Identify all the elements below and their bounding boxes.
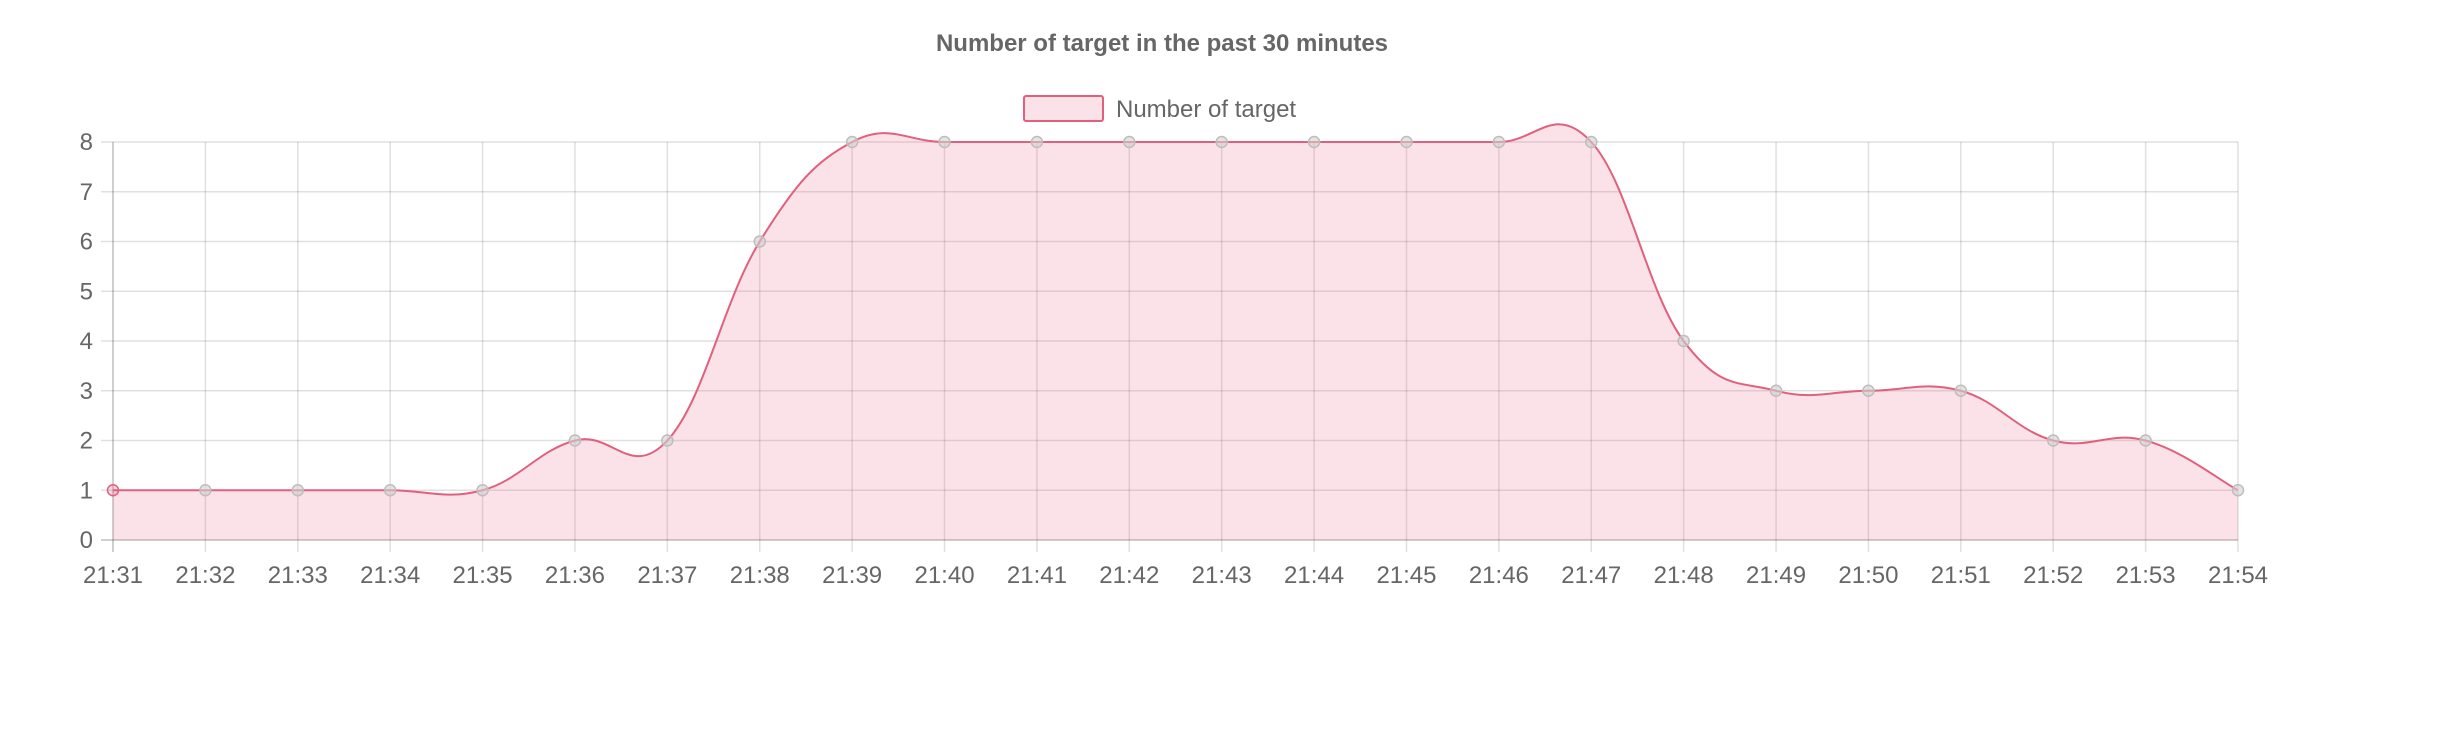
data-point[interactable] <box>1492 135 1506 149</box>
x-tick-label: 21:44 <box>1284 562 1344 589</box>
y-axis: 0 1 2 3 4 5 6 7 8 <box>80 129 93 554</box>
x-tick-label: 21:33 <box>268 562 328 589</box>
x-tick-label: 21:53 <box>2116 562 2176 589</box>
data-point[interactable] <box>1307 135 1321 149</box>
data-point[interactable] <box>1677 334 1690 348</box>
data-point[interactable] <box>291 484 305 497</box>
data-point[interactable] <box>1030 135 1044 149</box>
y-tick-label: 5 <box>80 278 93 305</box>
legend-swatch[interactable] <box>1023 95 1104 122</box>
y-tick-label: 6 <box>80 229 93 256</box>
x-tick-label: 21:39 <box>822 562 882 589</box>
y-tick-label: 4 <box>80 328 93 355</box>
data-point[interactable] <box>1769 384 1783 397</box>
x-tick-label: 21:54 <box>2208 562 2268 589</box>
y-tick-label: 8 <box>80 129 93 156</box>
x-tick-label: 21:48 <box>1654 562 1714 589</box>
data-point[interactable] <box>2139 434 2152 447</box>
data-point[interactable] <box>1123 135 1136 149</box>
chart-title: Number of target in the past 30 minutes <box>936 30 1388 57</box>
data-point[interactable] <box>568 434 582 447</box>
x-tick-label: 21:34 <box>360 562 420 589</box>
plot-area <box>113 123 2239 541</box>
data-points <box>106 135 2245 497</box>
x-tick-label: 21:37 <box>637 562 697 589</box>
data-point[interactable] <box>661 434 674 447</box>
x-tick-label: 21:42 <box>1099 562 1159 589</box>
data-point[interactable] <box>1400 135 1413 149</box>
x-tick-label: 21:41 <box>1007 562 1067 589</box>
data-point[interactable] <box>1862 384 1875 397</box>
x-tick-label: 21:46 <box>1469 562 1529 589</box>
data-point[interactable] <box>2046 434 2060 447</box>
y-tick-label: 0 <box>80 527 93 554</box>
data-point[interactable] <box>1215 135 1228 149</box>
x-tick-label: 21:51 <box>1931 562 1991 589</box>
x-tick-label: 21:35 <box>453 562 513 589</box>
y-tick-label: 7 <box>80 179 93 206</box>
x-tick-label: 21:47 <box>1561 562 1621 589</box>
data-point[interactable] <box>845 135 859 149</box>
x-tick-label: 21:32 <box>175 562 235 589</box>
grid-lines <box>101 141 2239 552</box>
x-tick-label: 21:40 <box>914 562 974 589</box>
x-tick-label: 21:43 <box>1192 562 1252 589</box>
data-point[interactable] <box>199 484 212 497</box>
legend-label[interactable]: Number of target <box>1116 96 1296 123</box>
data-point[interactable] <box>2231 484 2245 497</box>
x-tick-label: 21:50 <box>1838 562 1898 589</box>
data-point[interactable] <box>106 484 120 497</box>
y-tick-label: 1 <box>80 477 93 504</box>
x-axis: 21:31 21:32 21:33 21:34 21:35 21:36 21:37 21:38… <box>83 562 2268 589</box>
data-point[interactable] <box>383 484 397 497</box>
y-tick-label: 3 <box>80 378 93 405</box>
x-tick-label: 21:45 <box>1376 562 1436 589</box>
x-tick-label: 21:31 <box>83 562 143 589</box>
data-point[interactable] <box>1954 384 1968 397</box>
y-tick-label: 2 <box>80 428 93 455</box>
x-tick-label: 21:52 <box>2023 562 2083 589</box>
series-area-fill <box>113 124 2238 541</box>
data-point[interactable] <box>753 235 766 248</box>
data-point[interactable] <box>938 135 951 149</box>
data-point[interactable] <box>1585 135 1598 149</box>
data-point[interactable] <box>476 484 489 497</box>
x-tick-label: 21:36 <box>545 562 605 589</box>
x-tick-label: 21:49 <box>1746 562 1806 589</box>
x-tick-label: 21:38 <box>730 562 790 589</box>
chart-legend[interactable]: Number of target <box>1023 95 1296 123</box>
